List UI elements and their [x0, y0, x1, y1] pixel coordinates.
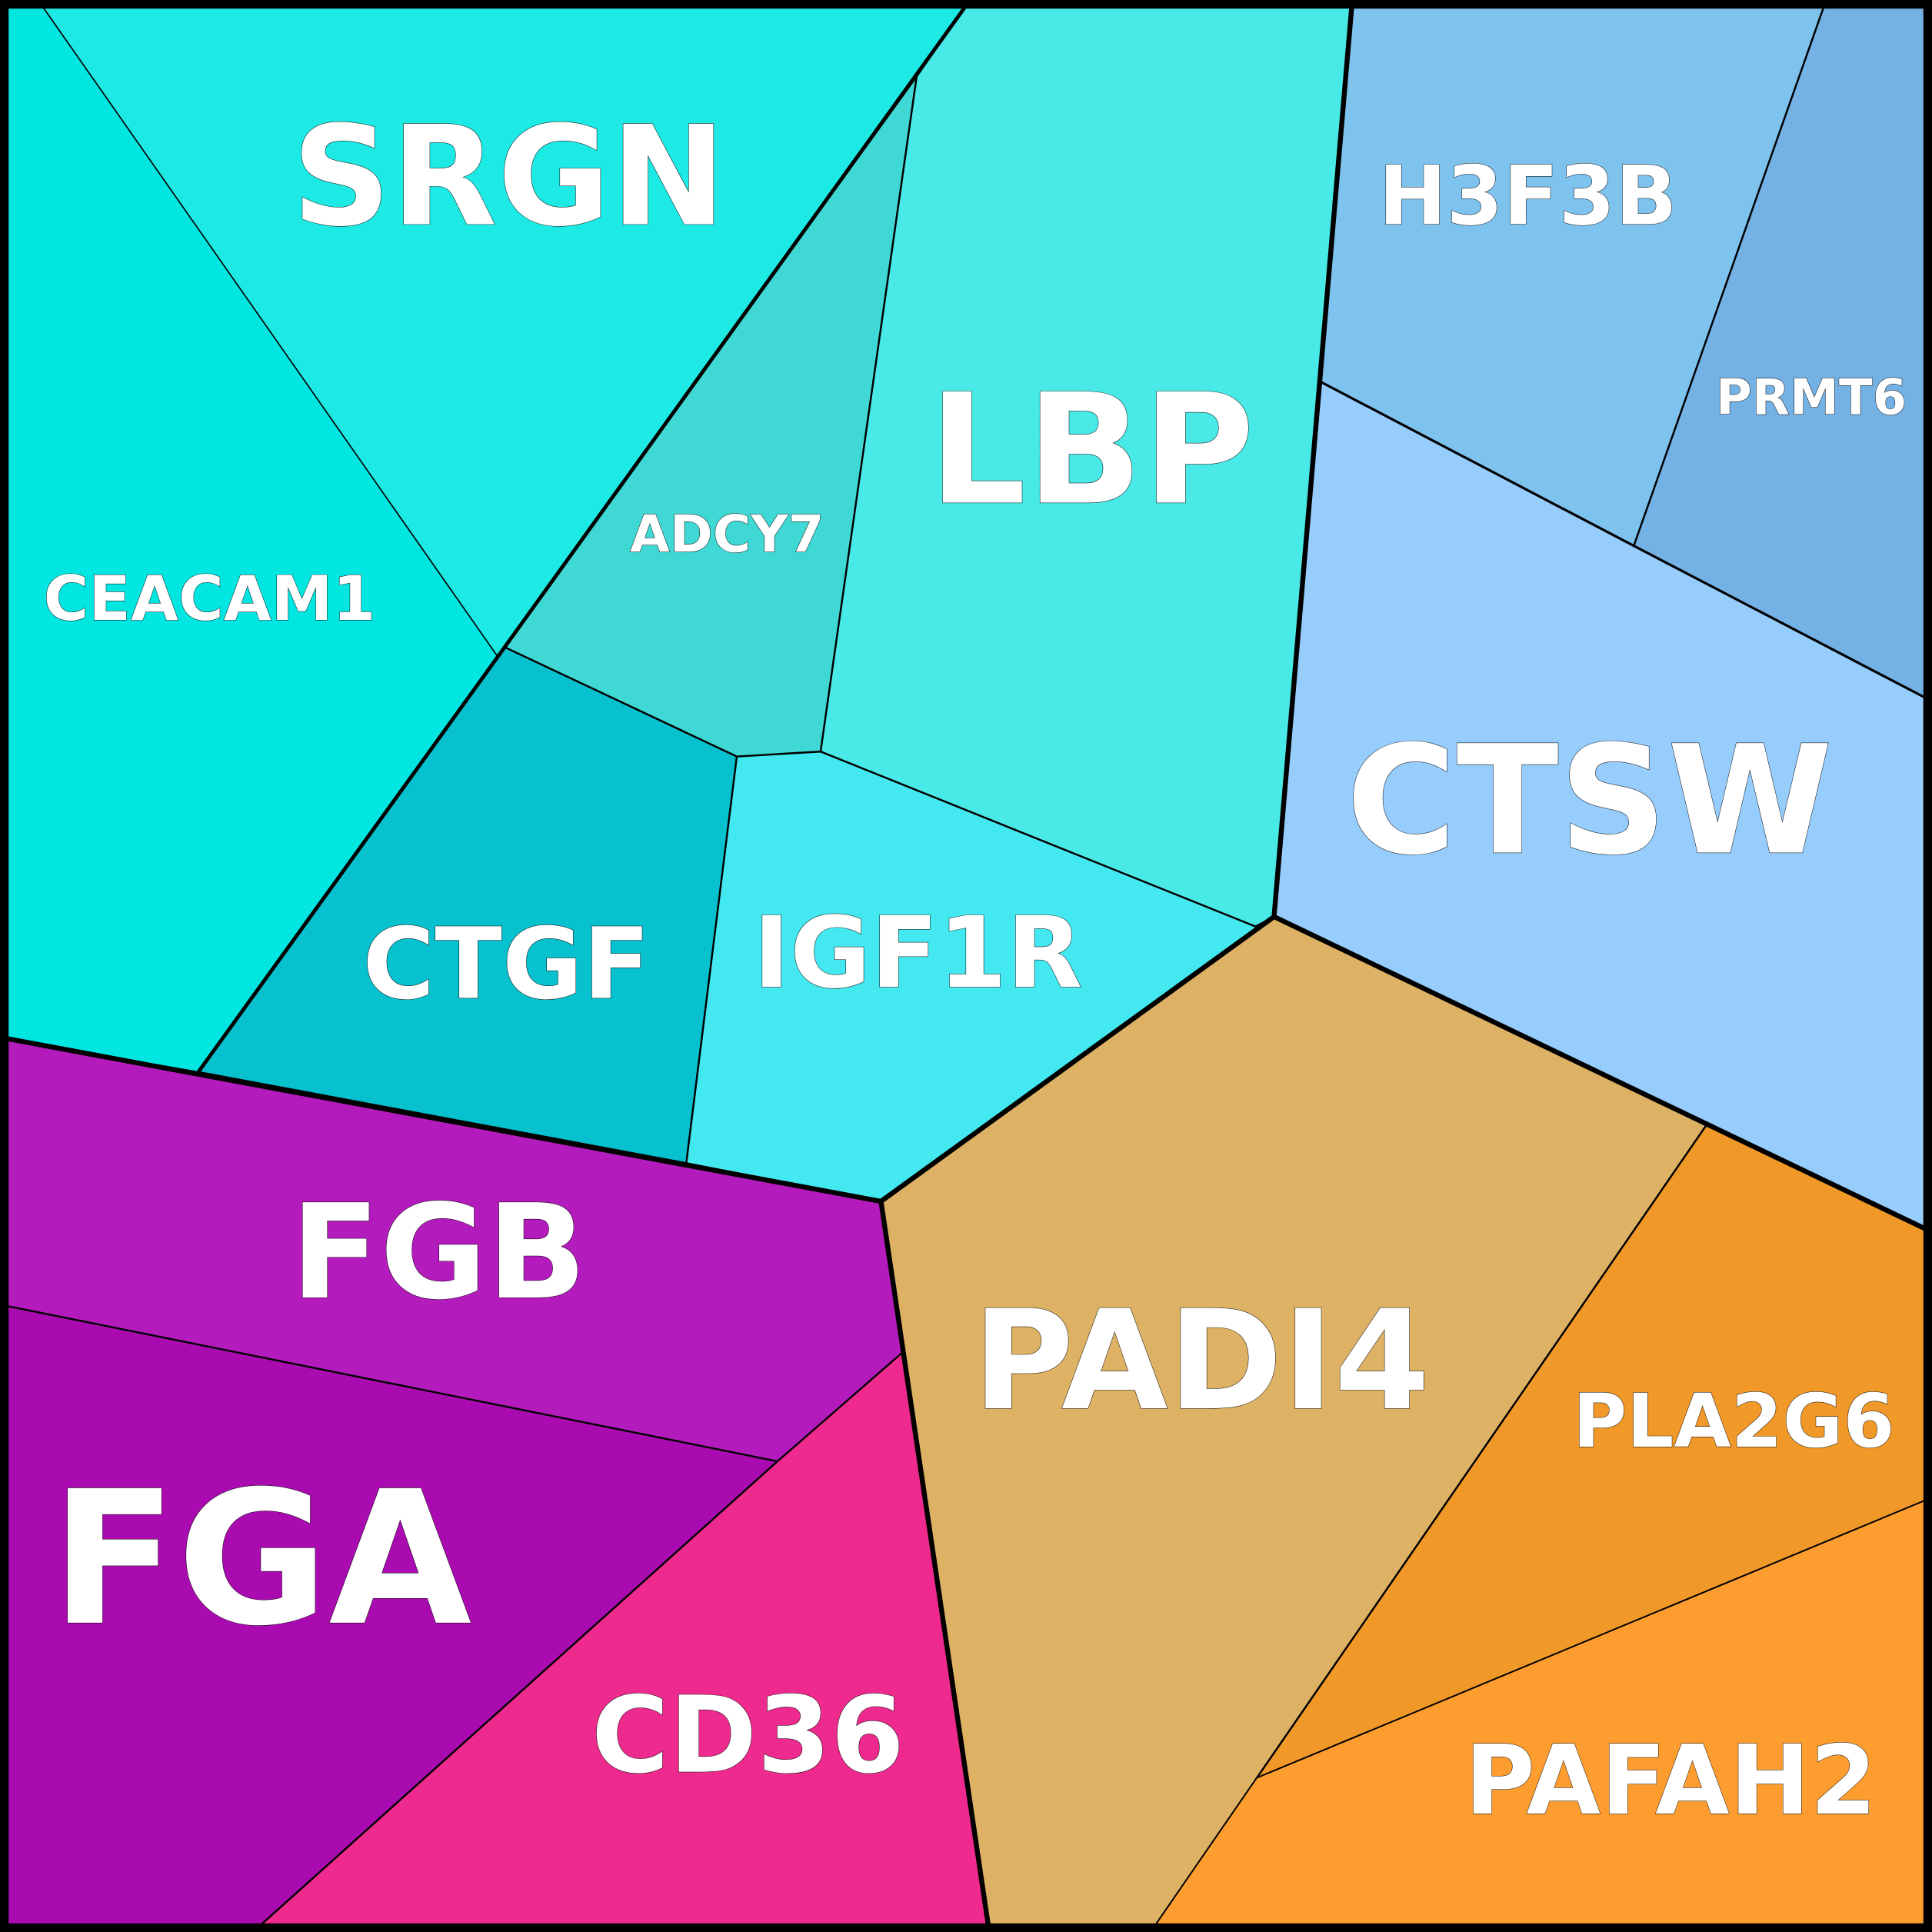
- group-border: [7, 7, 1354, 1204]
- label-adcy7: ADCY7: [630, 505, 824, 565]
- label-pla2g6: PLA2G6: [1573, 1378, 1895, 1464]
- label-ctgf: CTGF: [362, 908, 650, 1022]
- label-lbp: LBP: [929, 361, 1255, 539]
- group-border: [1273, 914, 1926, 1231]
- label-fga: FGA: [51, 1451, 471, 1667]
- label-h3f3b: H3F3B: [1378, 149, 1677, 244]
- group-border: [878, 1201, 991, 1925]
- label-prmt6: PRMT6: [1716, 369, 1907, 426]
- label-pafah2: PAFAH2: [1464, 1725, 1877, 1837]
- label-igf1r: IGF1R: [753, 896, 1082, 1011]
- label-ctsw: CTSW: [1346, 715, 1833, 889]
- label-cd36: CD36: [591, 1674, 904, 1797]
- label-padi4: PADI4: [973, 1281, 1430, 1441]
- label-ceacam1: CEACAM1: [44, 563, 376, 635]
- label-srgn: SRGN: [291, 97, 726, 258]
- label-fgb: FGB: [291, 1177, 587, 1329]
- group-border: [196, 6, 967, 1074]
